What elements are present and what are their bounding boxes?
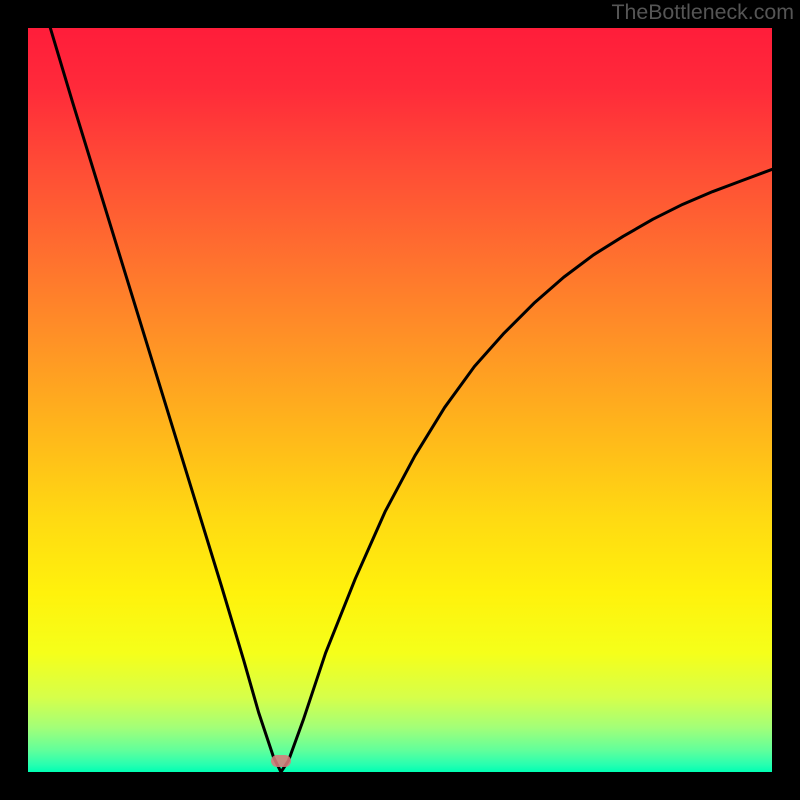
optimum-marker <box>271 755 291 767</box>
plot-area <box>28 28 772 772</box>
watermark-text: TheBottleneck.com <box>611 0 794 25</box>
bottleneck-curve <box>28 28 772 772</box>
